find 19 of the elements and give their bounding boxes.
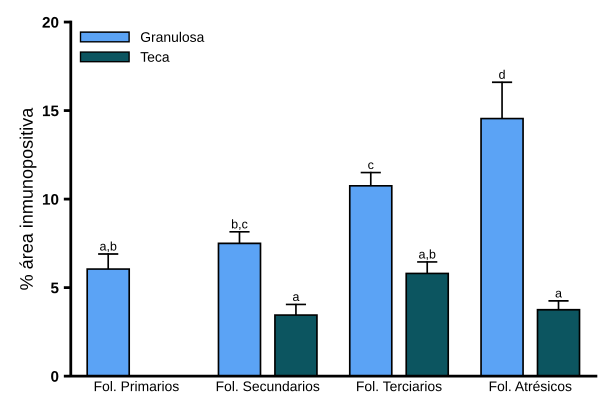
y-tick-label: 10 bbox=[42, 194, 58, 205]
data-label: b,c bbox=[232, 219, 248, 230]
x-tick-label: Fol. Atrésicos bbox=[490, 380, 572, 392]
data-label: a,b bbox=[419, 249, 436, 260]
data-label: d bbox=[499, 70, 505, 79]
x-tick-label: Fol. Secundarios bbox=[216, 381, 320, 392]
y-tick-label: 5 bbox=[50, 282, 59, 294]
y-tick-label: 0 bbox=[51, 371, 58, 382]
data-label: c bbox=[368, 162, 374, 170]
x-tick-label: Fol. Terciarios bbox=[357, 381, 442, 392]
data-label: a,b bbox=[100, 241, 116, 252]
data-label: a bbox=[292, 294, 300, 302]
legend-label: Granulosa bbox=[140, 32, 204, 42]
x-tick-label: Fol. Primarios bbox=[94, 381, 179, 392]
data-label: a bbox=[556, 290, 562, 298]
y-axis-title: % área inmunopositiva bbox=[19, 108, 36, 290]
legend-label: Teca bbox=[140, 52, 170, 62]
y-tick-label: 15 bbox=[42, 106, 59, 116]
y-tick-label: 20 bbox=[42, 16, 58, 28]
